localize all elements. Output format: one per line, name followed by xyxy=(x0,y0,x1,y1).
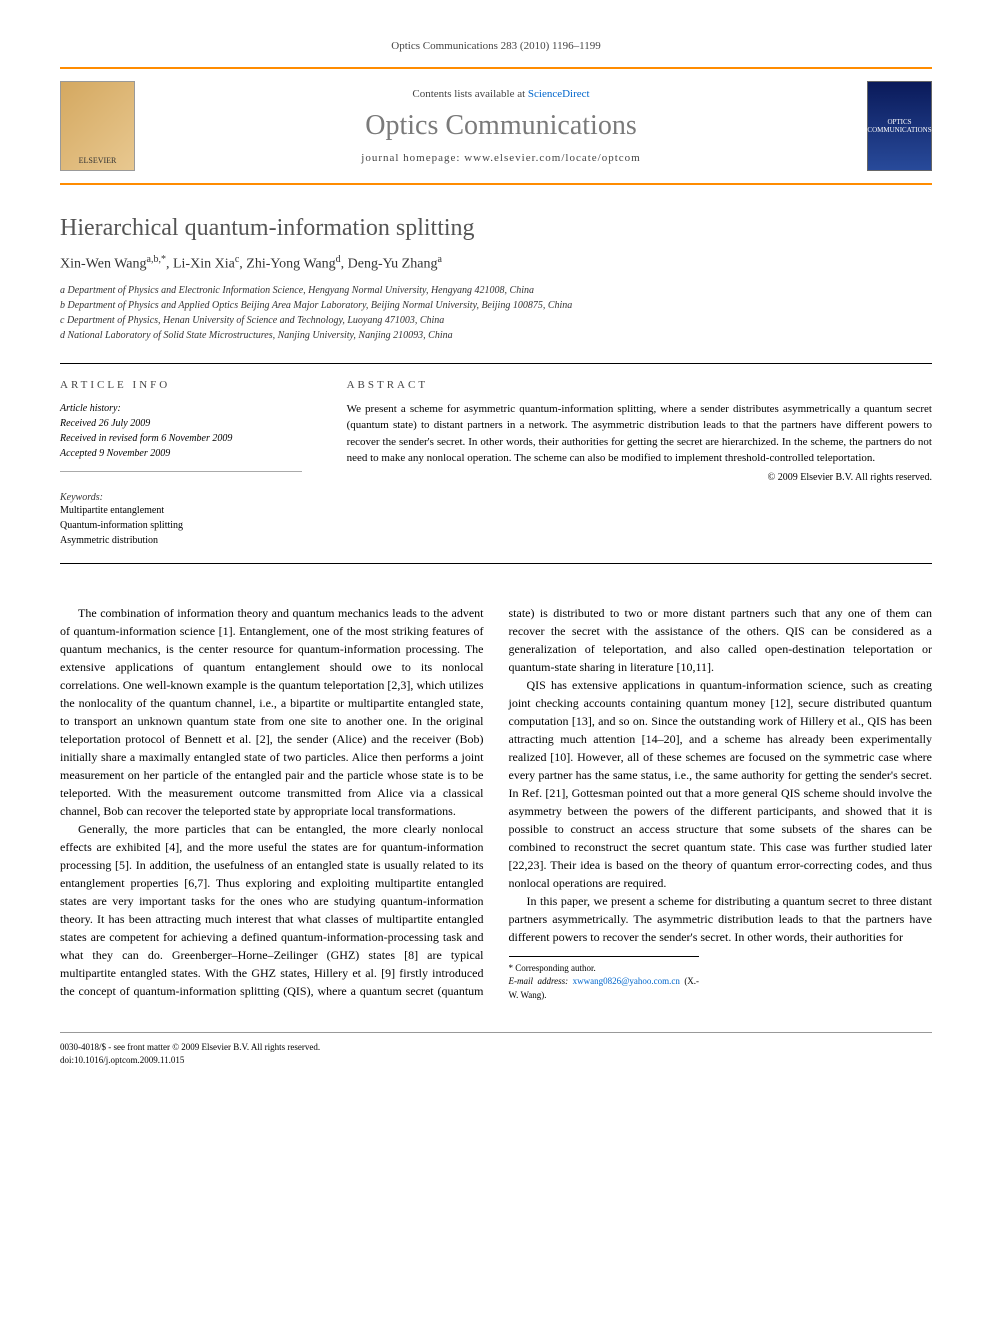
affiliation-a: a Department of Physics and Electronic I… xyxy=(60,283,932,298)
keyword-2: Quantum-information splitting xyxy=(60,518,302,533)
article-title: Hierarchical quantum-information splitti… xyxy=(60,215,932,242)
contents-available-line: Contents lists available at ScienceDirec… xyxy=(135,88,867,100)
footer-copyright: 0030-4018/$ - see front matter © 2009 El… xyxy=(60,1041,932,1054)
journal-homepage: journal homepage: www.elsevier.com/locat… xyxy=(135,152,867,164)
received-date: Received 26 July 2009 xyxy=(60,416,302,431)
affiliation-d: d National Laboratory of Solid State Mic… xyxy=(60,328,932,343)
author-2: Li-Xin Xia xyxy=(173,257,235,272)
body-paragraph-1: The combination of information theory an… xyxy=(60,604,484,820)
corresponding-author-note: * Corresponding author. E-mail address: … xyxy=(509,956,700,1003)
body-paragraph-3: QIS has extensive applications in quantu… xyxy=(509,676,933,892)
page-footer: 0030-4018/$ - see front matter © 2009 El… xyxy=(60,1032,932,1066)
article-info-heading: ARTICLE INFO xyxy=(60,379,302,391)
affiliation-c: c Department of Physics, Henan Universit… xyxy=(60,313,932,328)
keyword-3: Asymmetric distribution xyxy=(60,533,302,548)
abstract-heading: ABSTRACT xyxy=(347,379,932,391)
body-paragraph-4: In this paper, we present a scheme for d… xyxy=(509,892,933,946)
author-1-aff: a,b,* xyxy=(147,254,166,265)
abstract-copyright: © 2009 Elsevier B.V. All rights reserved… xyxy=(347,472,932,483)
header-citation: Optics Communications 283 (2010) 1196–11… xyxy=(60,40,932,52)
sciencedirect-link[interactable]: ScienceDirect xyxy=(528,88,590,100)
keywords-list: Multipartite entanglement Quantum-inform… xyxy=(60,503,302,548)
authors-line: Xin-Wen Wanga,b,*, Li-Xin Xiac, Zhi-Yong… xyxy=(60,254,932,273)
author-1: Xin-Wen Wang xyxy=(60,257,147,272)
corresponding-label: * Corresponding author. xyxy=(509,962,700,976)
publisher-logo: ELSEVIER xyxy=(60,81,135,171)
journal-banner: ELSEVIER Contents lists available at Sci… xyxy=(60,67,932,185)
history-label: Article history: xyxy=(60,401,302,416)
keyword-1: Multipartite entanglement xyxy=(60,503,302,518)
keywords-label: Keywords: xyxy=(60,492,302,503)
article-info-column: ARTICLE INFO Article history: Received 2… xyxy=(60,379,322,548)
article-body: The combination of information theory an… xyxy=(60,604,932,1003)
journal-name: Optics Communications xyxy=(135,110,867,142)
homepage-prefix: journal homepage: xyxy=(361,152,464,164)
revised-date: Received in revised form 6 November 2009 xyxy=(60,431,302,446)
author-2-aff: c xyxy=(235,254,239,265)
affiliation-b: b Department of Physics and Applied Opti… xyxy=(60,298,932,313)
email-label: E-mail address: xyxy=(509,976,573,986)
homepage-url[interactable]: www.elsevier.com/locate/optcom xyxy=(464,152,641,164)
author-4: Deng-Yu Zhang xyxy=(348,257,438,272)
corresponding-email[interactable]: xwwang0826@yahoo.com.cn xyxy=(573,976,680,986)
footer-doi: doi:10.1016/j.optcom.2009.11.015 xyxy=(60,1054,932,1067)
affiliations-block: a Department of Physics and Electronic I… xyxy=(60,283,932,343)
author-4-aff: a xyxy=(437,254,441,265)
contents-prefix: Contents lists available at xyxy=(412,88,527,100)
accepted-date: Accepted 9 November 2009 xyxy=(60,446,302,461)
abstract-column: ABSTRACT We present a scheme for asymmet… xyxy=(322,379,932,548)
abstract-text: We present a scheme for asymmetric quant… xyxy=(347,401,932,467)
journal-cover-thumbnail: OPTICS COMMUNICATIONS xyxy=(867,81,932,171)
author-3: Zhi-Yong Wang xyxy=(246,257,335,272)
author-3-aff: d xyxy=(336,254,341,265)
